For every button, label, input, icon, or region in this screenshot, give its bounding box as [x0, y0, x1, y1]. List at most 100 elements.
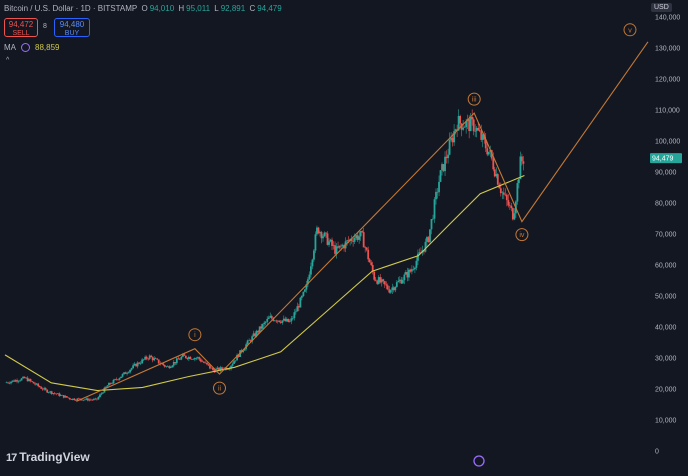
candle-body	[270, 315, 273, 319]
tradingview-mark-icon: 17	[6, 452, 17, 464]
ma-indicator[interactable]: MA 88,859	[4, 43, 60, 53]
candle-body	[432, 218, 434, 220]
candle-body	[251, 336, 254, 342]
candle-body	[316, 227, 318, 235]
candle-body	[278, 320, 281, 322]
currency-selector[interactable]: USD	[651, 3, 672, 12]
candle-body	[444, 156, 446, 172]
candle-body	[267, 317, 270, 319]
candle-body	[174, 361, 177, 364]
candle-body	[273, 320, 276, 322]
candle-body	[371, 264, 374, 272]
wave-label-iii: iii	[472, 97, 477, 104]
candle-body	[189, 356, 192, 360]
buy-label: BUY	[64, 30, 80, 37]
candle-body	[114, 379, 116, 380]
candle-body	[201, 361, 204, 363]
candle-body	[362, 232, 365, 248]
ma-value: 88,859	[35, 43, 60, 52]
candle-body	[507, 200, 510, 206]
candle-body	[254, 333, 257, 337]
candle-body	[105, 386, 107, 388]
candle-body	[510, 205, 513, 209]
candle-body	[293, 312, 296, 319]
candle-body	[138, 362, 141, 364]
candle-body	[367, 249, 370, 260]
buy-price: 94,480	[59, 20, 85, 29]
candle-body	[290, 318, 293, 322]
candle-body	[139, 363, 142, 364]
ohlc-high-key: H	[178, 4, 185, 13]
candle-body	[25, 377, 27, 379]
sell-button[interactable]: 94,472 SELL	[4, 18, 38, 37]
candle-body	[115, 379, 118, 380]
candle-body	[424, 241, 427, 252]
candle-body	[204, 362, 207, 364]
overlay-layer: 94,479	[473, 153, 682, 467]
candle-body	[162, 363, 165, 366]
candle-body	[35, 383, 38, 385]
wave-label-iv: iv	[519, 232, 525, 239]
candle-body	[478, 130, 481, 132]
candle-body	[323, 232, 326, 237]
price-axis[interactable]: 0 10,000 20,000 30,000 40,000 50,000 60,000 70,…	[655, 15, 680, 456]
candle-body	[117, 379, 119, 381]
ma-settings-icon[interactable]	[20, 43, 30, 53]
tradingview-logo[interactable]: 17 TradingView	[6, 450, 90, 464]
candle-body	[203, 361, 205, 363]
chevron-up-icon: ^	[6, 57, 10, 64]
candle-body	[171, 365, 174, 367]
candle-body	[282, 318, 285, 321]
candle-body	[303, 289, 306, 292]
candle-body	[317, 227, 320, 234]
candle-body	[297, 306, 300, 308]
candle-body	[227, 369, 229, 370]
candle-body	[417, 253, 419, 261]
price-tick-label: 90,000	[655, 170, 677, 177]
candle-body	[77, 398, 80, 400]
candle-body	[246, 340, 249, 345]
candle-body	[331, 239, 333, 246]
candle-body	[234, 360, 237, 362]
candle-body	[386, 285, 389, 290]
candle-body	[373, 271, 376, 280]
candle-body	[392, 287, 395, 291]
candle-body	[288, 321, 291, 323]
candle-body	[502, 192, 505, 195]
candle-body	[465, 121, 468, 128]
candle-body	[519, 156, 522, 180]
candle-body	[207, 364, 210, 366]
candle-body	[123, 372, 125, 375]
candle-body	[221, 367, 223, 370]
candle-body	[218, 367, 220, 371]
price-tick-label: 130,000	[655, 46, 680, 53]
candle-body	[71, 398, 74, 400]
candle-body	[435, 191, 437, 200]
candle-body	[487, 151, 490, 155]
candle-body	[177, 358, 180, 360]
candle-body	[513, 213, 516, 220]
candle-body	[180, 356, 183, 360]
last-price-badge	[650, 153, 682, 164]
price-tick-label: 70,000	[655, 232, 677, 239]
candle-body	[454, 129, 457, 132]
candle-body	[249, 340, 252, 342]
price-tick-label: 80,000	[655, 201, 677, 208]
collapse-indicators-button[interactable]: ^	[6, 57, 9, 64]
candle-body	[32, 381, 35, 384]
candle-body	[305, 284, 308, 290]
candle-body	[410, 269, 413, 272]
last-price-value: 94,479	[652, 156, 674, 163]
buy-button[interactable]: 94,480 BUY	[54, 18, 90, 37]
candle-body	[74, 400, 77, 401]
candle-body	[197, 357, 199, 359]
candle-body	[43, 388, 46, 390]
candle-body	[382, 279, 385, 282]
candle-body	[93, 399, 95, 400]
candle-body	[193, 358, 196, 360]
candle-body	[148, 355, 151, 359]
candle-body	[341, 245, 344, 247]
candle-body	[154, 358, 157, 359]
